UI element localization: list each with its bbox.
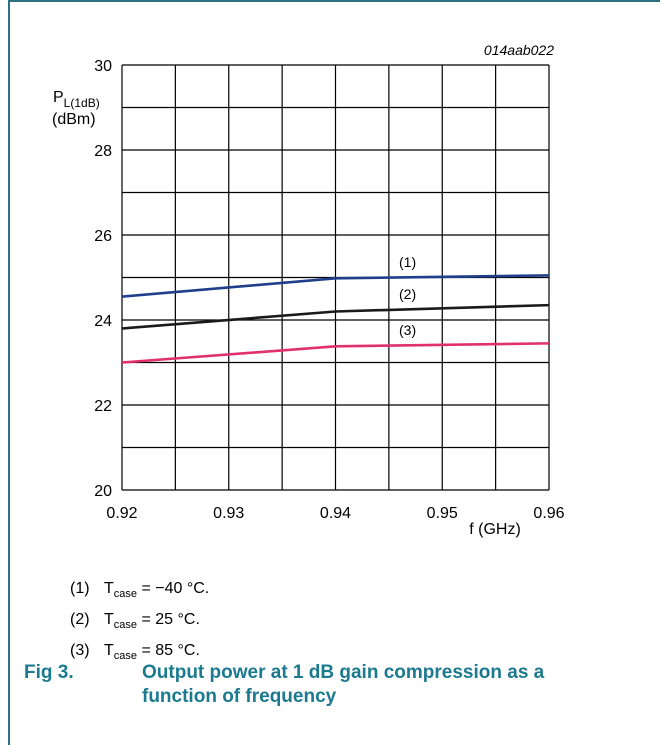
- legend-text: = 25 °C.: [137, 611, 200, 628]
- y-axis-unit: (dBm): [52, 111, 96, 128]
- series-label-3: (3): [399, 322, 416, 338]
- legend-text: = 85 °C.: [137, 642, 200, 659]
- y-tick-label: 20: [94, 483, 112, 500]
- series-label-1: (1): [399, 254, 416, 270]
- y-tick-label: 30: [94, 58, 112, 75]
- y-tick-label: 24: [94, 313, 112, 330]
- y-axis-label-sub: L(1dB): [64, 96, 100, 110]
- legend-t: T: [104, 580, 114, 597]
- legend-t: T: [104, 642, 114, 659]
- legend-item-2: (2) Tcase = 25 °C.: [70, 610, 200, 635]
- y-axis-label-main: P: [53, 89, 64, 106]
- legend-sub: case: [113, 650, 138, 663]
- x-axis-label: f (GHz): [469, 521, 521, 538]
- x-tick-label: 0.94: [320, 505, 351, 522]
- legend-num: (1): [70, 580, 90, 597]
- legend-item-3: (3) Tcase = 85 °C.: [70, 641, 200, 666]
- x-tick-label: 0.92: [106, 505, 137, 522]
- series-label-2: (2): [399, 286, 416, 302]
- y-tick-label: 28: [94, 143, 112, 160]
- chart-id-label: 014aab022: [484, 42, 554, 58]
- chart-series: (1) (2) (3): [121, 254, 550, 364]
- x-tick-label: 0.95: [427, 505, 458, 522]
- legend-t: T: [104, 611, 114, 628]
- y-tick-label: 22: [94, 398, 112, 415]
- series-line-3: [121, 342, 550, 364]
- tick-labels: 0.92 0.93 0.94 0.95 0.96 20 22 24 26 28 30: [94, 58, 564, 522]
- figure-number: Fig 3.: [24, 662, 74, 683]
- frame-left-border: [8, 0, 10, 745]
- x-tick-label: 0.93: [213, 505, 244, 522]
- figure-title: Output power at 1 dB gain compression as…: [142, 662, 545, 707]
- legend-sub: case: [113, 619, 138, 632]
- series-line-2: [121, 303, 550, 330]
- legend-item-1: (1) Tcase = −40 °C.: [70, 579, 209, 604]
- legend-num: (2): [70, 611, 90, 628]
- legend-text: = −40 °C.: [137, 580, 210, 597]
- series-line-1: [121, 274, 550, 298]
- y-axis-label: PL(1dB): [53, 89, 100, 110]
- y-tick-label: 26: [94, 228, 112, 245]
- legend-num: (3): [70, 642, 90, 659]
- legend-sub: case: [113, 588, 138, 601]
- x-tick-label: 0.96: [533, 505, 564, 522]
- frame-top-border: [8, 0, 660, 2]
